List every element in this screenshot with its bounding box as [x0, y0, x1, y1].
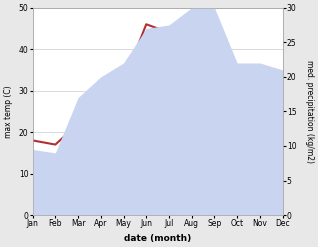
Y-axis label: max temp (C): max temp (C) [4, 85, 13, 138]
X-axis label: date (month): date (month) [124, 234, 191, 243]
Y-axis label: med. precipitation (kg/m2): med. precipitation (kg/m2) [305, 60, 314, 163]
